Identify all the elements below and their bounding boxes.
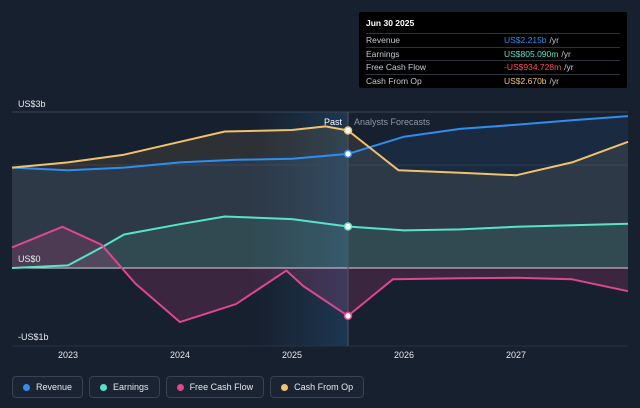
tooltip-row-cfo: Cash From Op US$2.670b /yr — [366, 73, 620, 88]
series-line-revenue — [11, 115, 629, 172]
legend-dot-icon — [281, 383, 289, 391]
tooltip-unit: /yr — [561, 48, 571, 59]
tooltip-unit: /yr — [549, 75, 559, 86]
tooltip-value: US$2.215b — [504, 35, 547, 46]
legend-dot-icon — [176, 383, 184, 391]
series-marker-free-cash-flow — [343, 311, 353, 321]
legend-item-free-cash-flow[interactable]: Free Cash Flow — [165, 376, 265, 398]
series-marker-earnings — [343, 222, 353, 231]
tooltip-value: US$2.670b — [504, 75, 547, 86]
x-tick-label: 2023 — [58, 350, 78, 360]
series-marker-cash-from-op — [343, 126, 353, 135]
tooltip-value: US$805.090m — [504, 48, 559, 59]
series-area-revenue — [12, 116, 628, 268]
series-area-free-cash-flow — [12, 226, 628, 323]
past-label: Past — [324, 117, 343, 127]
forecast-label: Analysts Forecasts — [354, 117, 431, 127]
legend-item-cash-from-op[interactable]: Cash From Op — [270, 376, 365, 398]
legend: Revenue Earnings Free Cash Flow Cash Fro… — [12, 376, 365, 398]
legend-label: Free Cash Flow — [189, 382, 254, 392]
tooltip-label: Revenue — [366, 35, 401, 46]
past-highlight-band — [252, 112, 348, 346]
tooltip-label: Free Cash Flow — [366, 62, 426, 73]
y-tick-label: US$0 — [18, 254, 41, 264]
tooltip-date: Jun 30 2025 — [366, 18, 415, 28]
tooltip-unit: /yr — [564, 62, 574, 73]
legend-dot-icon — [23, 383, 30, 391]
series-line-cash-from-op — [11, 125, 629, 177]
tooltip-value: -US$934.728m — [504, 62, 562, 73]
tooltip: Jun 30 2025 Revenue US$2.215b /yr Earnin… — [359, 12, 627, 88]
legend-item-earnings[interactable]: Earnings — [89, 376, 160, 398]
x-tick-label: 2025 — [282, 350, 302, 360]
tooltip-row-revenue: Revenue US$2.215b /yr — [366, 33, 620, 47]
tooltip-row-earnings: Earnings US$805.090m /yr — [366, 46, 620, 61]
series-area-cash-from-op — [12, 126, 628, 269]
x-tick-label: 2027 — [506, 350, 526, 360]
x-tick-label: 2026 — [394, 350, 414, 360]
legend-label: Earnings — [113, 382, 149, 392]
tooltip-row-fcf: Free Cash Flow -US$934.728m /yr — [366, 60, 620, 74]
series-marker-revenue — [343, 149, 353, 159]
tooltip-label: Cash From Op — [366, 75, 422, 86]
tooltip-label: Earnings — [366, 48, 400, 59]
y-tick-label: US$3b — [18, 99, 46, 109]
tooltip-unit: /yr — [549, 35, 559, 46]
legend-item-revenue[interactable]: Revenue — [12, 376, 84, 398]
x-tick-label: 2024 — [170, 350, 190, 360]
legend-label: Cash From Op — [294, 382, 354, 392]
legend-dot-icon — [100, 383, 108, 391]
legend-label: Revenue — [36, 382, 73, 392]
series-line-earnings — [11, 215, 629, 269]
series-line-free-cash-flow — [11, 225, 629, 324]
y-tick-label: -US$1b — [18, 332, 49, 342]
